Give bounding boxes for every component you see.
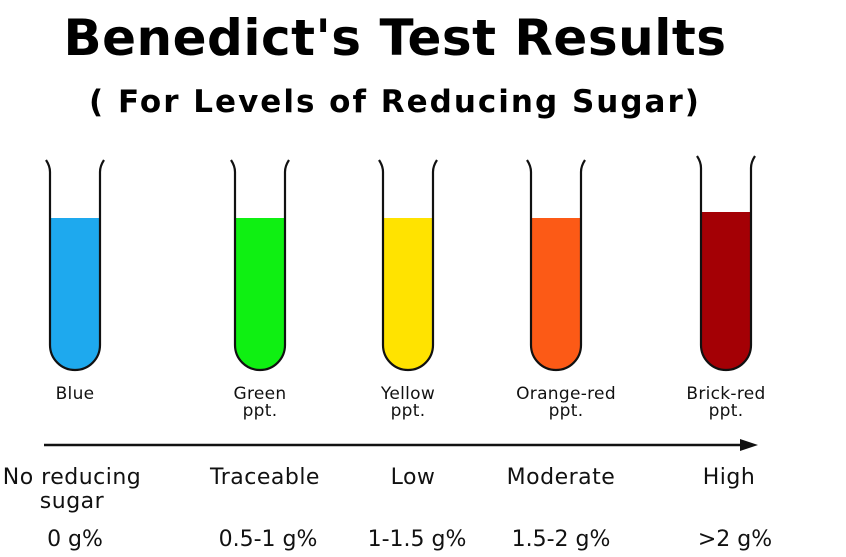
test-tube-yellow [378, 159, 438, 372]
sugar-level-traceable: Traceable [210, 465, 320, 490]
tube-label-green: Green ppt. [233, 384, 287, 421]
tube-label-orange-red: Orange-red ppt. [516, 384, 616, 421]
sugar-amount-moderate: 1.5-2 g% [511, 527, 611, 552]
test-tube-brick-red [696, 155, 756, 372]
increasing-sugar-arrow [44, 439, 758, 451]
tube-glass-green [230, 159, 290, 372]
tube-label-yellow: Yellow ppt. [380, 384, 436, 421]
test-tube-green [230, 159, 290, 372]
tube-liquid-brick-red [701, 212, 751, 370]
arrow-head [740, 439, 758, 451]
sugar-level-none: No reducing sugar [2, 465, 142, 514]
tube-label-blue: Blue [55, 384, 95, 404]
tube-liquid-yellow [383, 218, 433, 370]
tube-glass-blue [45, 159, 105, 372]
page-title: Benedict's Test Results [63, 9, 727, 67]
tube-glass-orange-red [526, 159, 586, 372]
test-tube-blue [45, 159, 105, 372]
page-subtitle: ( For Levels of Reducing Sugar) [89, 84, 701, 120]
tube-label-brick-red: Brick-red ppt. [686, 384, 766, 421]
sugar-amount-none: 0 g% [47, 527, 103, 552]
tube-liquid-green [235, 218, 285, 370]
tube-liquid-orange-red [531, 218, 581, 370]
tube-glass-brick-red [696, 155, 756, 372]
sugar-amount-high: >2 g% [697, 527, 773, 552]
tube-glass-yellow [378, 159, 438, 372]
sugar-amount-traceable: 0.5-1 g% [218, 527, 318, 552]
sugar-level-low: Low [390, 465, 436, 490]
sugar-level-high: High [702, 465, 756, 490]
sugar-amount-low: 1-1.5 g% [367, 527, 467, 552]
tube-liquid-blue [50, 218, 100, 370]
test-tube-orange-red [526, 159, 586, 372]
sugar-level-moderate: Moderate [506, 465, 616, 490]
